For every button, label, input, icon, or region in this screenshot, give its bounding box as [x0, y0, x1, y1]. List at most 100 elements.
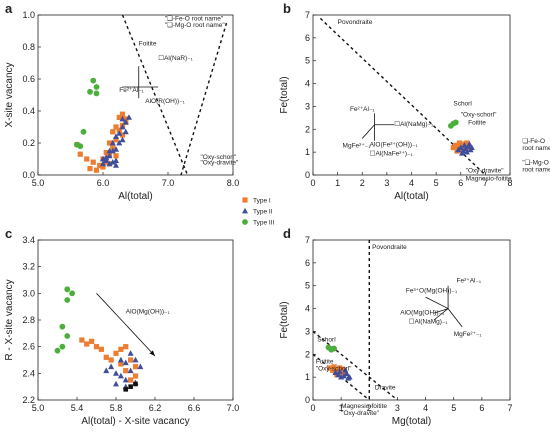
x-tick-label: 5	[451, 403, 456, 413]
panel-letter: d	[283, 226, 291, 241]
annotation-label: root name"	[522, 167, 550, 174]
panel-letter: c	[5, 226, 12, 241]
data-point	[113, 157, 119, 163]
vector-line	[433, 308, 449, 314]
data-point	[458, 150, 465, 156]
x-tick-label: 8.0	[227, 178, 240, 188]
data-point	[335, 371, 342, 378]
data-point	[80, 128, 87, 135]
y-tick-label: 4	[305, 304, 310, 314]
data-point	[119, 136, 126, 143]
annotation-label: ❏-Fe-O	[522, 137, 545, 145]
x-tick-label: 6.2	[149, 403, 162, 413]
y-tick-label: 4	[305, 79, 310, 89]
x-tick-label: 7	[507, 403, 512, 413]
data-point	[93, 84, 100, 90]
annotation-label: Magnesio-foitite	[466, 176, 512, 183]
panel-c: c 5.0 5.4 5.8 6.2 6.6 7.0 2.2 2.4 2.6 2.8 3.0 3.2 3.4…	[4, 226, 239, 427]
y-tick-label: 3.2	[22, 262, 35, 272]
legend-label: Type I	[253, 198, 271, 205]
y-tick-label: 0.8	[22, 42, 35, 52]
data-point	[119, 123, 126, 130]
y-tick-label: 6	[305, 33, 310, 43]
data-point	[113, 133, 119, 139]
data-point	[339, 366, 346, 372]
data-point	[137, 363, 144, 370]
data-point	[331, 345, 338, 352]
y-axis-label: Fe(total)	[279, 301, 290, 338]
y-tick-label: 0	[305, 395, 310, 405]
data-point	[106, 147, 113, 154]
annotation-label: "Oxy-dravite"	[466, 167, 505, 174]
data-point	[466, 140, 473, 147]
x-tick-label: 5.8	[110, 403, 123, 413]
data-point	[456, 140, 463, 146]
annotation-label: AlO(Mg(OH))₋₁	[400, 309, 445, 316]
x-tick-label: 5.4	[71, 403, 84, 413]
data-point	[133, 381, 138, 387]
annotation-label: Fe³⁺O(Mg(OH))₋₁	[406, 288, 458, 295]
data-point	[108, 363, 115, 370]
y-tick-label: 2.8	[22, 315, 35, 325]
data-point	[127, 367, 134, 374]
data-point	[126, 114, 132, 120]
panel-b: b 0 1 2 3 4 5 6 7 8 0 1 2 3 4 5 6 7 Al(total) Fe(total) Povo…	[279, 1, 550, 202]
data-point	[119, 132, 126, 138]
x-axis-label: Al(total) - X-site vacancy	[81, 416, 189, 427]
plot-frame	[312, 239, 511, 401]
x-tick-label: 4	[423, 403, 428, 413]
annotation-label: ☐Al(NaMg)₋₁	[394, 120, 434, 128]
y-tick-label: 2.6	[22, 342, 35, 352]
y-tick-label: 7	[305, 10, 310, 20]
data-point	[93, 167, 100, 173]
x-tick-label: 5.0	[32, 178, 45, 188]
data-point	[342, 367, 349, 373]
vector-line	[361, 124, 375, 139]
data-point	[100, 155, 106, 162]
data-point	[122, 359, 129, 366]
dashed-boundary-line	[180, 22, 228, 175]
data-point	[119, 115, 126, 122]
annotation-label: Schorl	[453, 100, 472, 107]
data-point	[79, 337, 85, 343]
data-point	[103, 154, 110, 160]
y-tick-label: 3.0	[22, 288, 35, 298]
annotation-label: "Oxy-dravite"	[341, 410, 380, 417]
data-point	[84, 156, 90, 162]
annotation-label: Fe²⁺Al₋₁	[350, 106, 375, 113]
data-point	[59, 323, 66, 330]
data-point	[113, 162, 119, 168]
x-tick-label: 8	[507, 178, 512, 188]
data-point	[93, 344, 100, 350]
x-tick-label: 6.6	[188, 403, 201, 413]
data-point	[345, 375, 352, 381]
y-axis-label: Fe(total)	[279, 76, 290, 113]
y-tick-label: 0.6	[22, 74, 35, 84]
panel-d: d 0 1 2 3 4 5 6 7 0 1 2 3 4 5 6 7 Mg(total) Fe(total) Povon…	[279, 226, 513, 427]
x-tick-label: 0	[310, 178, 315, 188]
y-tick-label: 2.4	[22, 368, 35, 378]
data-point	[119, 111, 126, 117]
x-tick-label: 2	[367, 403, 372, 413]
data-point	[90, 159, 96, 165]
data-point	[54, 347, 61, 354]
data-point	[117, 372, 124, 379]
y-axis-label: X-site vacancy	[4, 62, 15, 127]
annotation-label: ☐Al(NaMg)₋₁	[409, 317, 449, 325]
y-tick-label: 0.0	[22, 170, 35, 180]
vector-line	[433, 308, 449, 321]
data-point	[460, 141, 466, 147]
data-point	[64, 297, 71, 303]
data-point	[84, 341, 90, 347]
data-point	[123, 344, 129, 350]
data-point	[103, 367, 110, 374]
data-point	[468, 144, 475, 150]
data-point	[122, 119, 129, 125]
annotation-label: Povondraite	[338, 19, 373, 26]
data-point	[103, 157, 110, 163]
data-point	[118, 361, 124, 367]
x-tick-label: 5.0	[32, 403, 45, 413]
data-point	[116, 114, 122, 120]
data-point	[336, 368, 343, 374]
